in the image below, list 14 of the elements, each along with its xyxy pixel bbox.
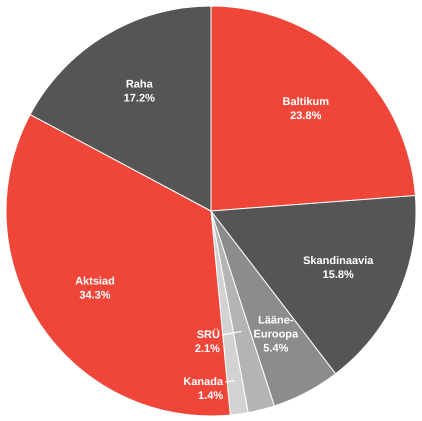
- slice-label: SRÜ: [196, 328, 220, 341]
- slice-label: Baltikum: [282, 96, 330, 108]
- data-label: 34.3%: [79, 289, 111, 302]
- slice-label: Raha: [126, 78, 154, 90]
- slice-label: Skandinaavia: [303, 254, 374, 267]
- slice-label: Aktsiad: [75, 275, 115, 288]
- data-label: 17.2%: [124, 92, 156, 104]
- data-label: 2.1%: [194, 342, 220, 355]
- slice-label: Kanada: [183, 376, 224, 388]
- slice-label: Lääne-Euroopa: [254, 314, 300, 340]
- data-label: 15.8%: [322, 268, 354, 281]
- data-label: 5.4%: [263, 342, 289, 354]
- data-label: 23.8%: [290, 110, 322, 122]
- data-label: 1.4%: [198, 390, 224, 402]
